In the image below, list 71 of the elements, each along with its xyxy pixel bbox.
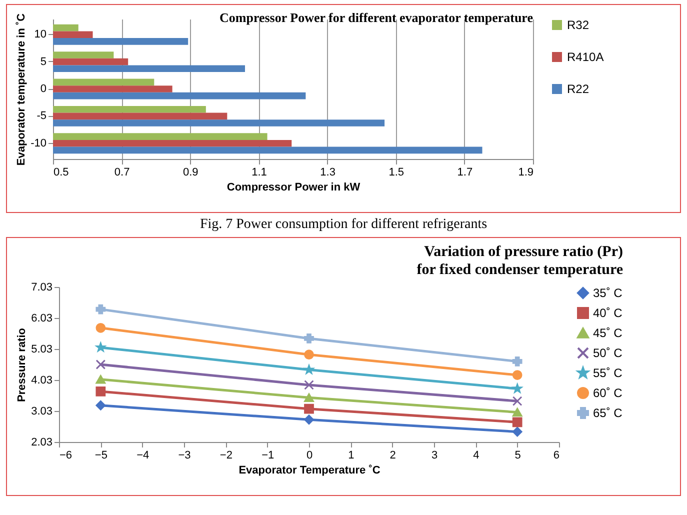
point xyxy=(96,360,106,370)
point xyxy=(304,380,314,390)
point xyxy=(304,350,314,360)
x-tick-label: 1.5 xyxy=(388,166,404,178)
legend-label: R22 xyxy=(567,82,590,96)
legend-label: 65˚ C xyxy=(593,406,623,420)
point xyxy=(304,393,314,402)
caption: Fig. 7 Power consumption for different refrigerants xyxy=(198,217,488,233)
x-tick-label: 1.9 xyxy=(518,166,534,178)
y-tick-label: 2.03 xyxy=(31,436,52,448)
x-tick-label: −4 xyxy=(136,450,150,462)
point xyxy=(304,414,314,425)
x-tick-label: 2 xyxy=(390,450,396,462)
legend-label: 45˚ C xyxy=(593,326,623,340)
y-tick-label: 6.03 xyxy=(31,312,52,324)
point xyxy=(512,417,522,428)
point xyxy=(304,334,314,344)
point xyxy=(96,322,106,333)
x-tick-label: 1.7 xyxy=(457,166,473,178)
y-tick-label: 5 xyxy=(40,56,46,68)
x-tick-label: −2 xyxy=(220,450,232,462)
y-axis-title: Evaporator temperature in ˚C xyxy=(16,13,28,166)
x-tick-label: 0.9 xyxy=(182,166,198,178)
x-tick-label: 0.7 xyxy=(114,166,130,178)
x-tick-label: 1.1 xyxy=(252,166,267,178)
point xyxy=(96,375,106,384)
legend-label: R32 xyxy=(567,18,590,32)
x-tick-label: 0 xyxy=(306,450,313,462)
point xyxy=(512,396,522,406)
point xyxy=(304,404,314,414)
point xyxy=(512,356,522,366)
x-tick-label: 5 xyxy=(514,450,521,462)
point xyxy=(96,386,106,396)
legend-label: R410A xyxy=(567,50,604,64)
point xyxy=(96,304,106,314)
x-axis-title: Evaporator Temperature ˚C xyxy=(238,464,380,476)
y-tick-label: 3.03 xyxy=(31,406,52,418)
y-tick-label: 7.03 xyxy=(31,282,52,294)
x-axis-title: Compressor Power in kW xyxy=(226,182,361,194)
y-tick-label: 0 xyxy=(40,83,46,95)
chart-title: Compressor Power for different evaporator temperature xyxy=(220,10,534,25)
x-tick-label: −1 xyxy=(262,450,274,462)
chart-title: Variation of pressure ratio (Pr) xyxy=(424,244,623,260)
x-tick-label: 4 xyxy=(473,450,480,462)
y-tick-label: 4.03 xyxy=(31,374,52,386)
x-tick-label: 1 xyxy=(348,450,354,462)
x-tick-label: −5 xyxy=(94,450,108,462)
chart-subtitle: for fixed condenser temperature xyxy=(416,262,624,278)
x-tick-label: −3 xyxy=(178,450,191,462)
legend-label: 55˚ C xyxy=(593,366,623,380)
point xyxy=(512,370,522,380)
point xyxy=(512,384,522,393)
x-tick-label: 0.5 xyxy=(54,166,69,178)
point xyxy=(512,426,522,437)
y-tick-label: -5 xyxy=(36,110,46,122)
legend-label: 60˚ C xyxy=(593,386,623,400)
point xyxy=(96,400,106,410)
point xyxy=(96,342,106,352)
x-tick-label: 3 xyxy=(431,450,438,462)
point xyxy=(304,364,314,374)
legend-label: 35˚ C xyxy=(593,286,623,300)
x-tick-label: 1.3 xyxy=(320,166,336,178)
point xyxy=(512,408,522,417)
y-tick-label: 5.03 xyxy=(31,344,52,356)
y-axis-title: Pressure ratio xyxy=(16,328,28,402)
y-tick-label: 10 xyxy=(34,28,46,41)
x-tick-label: 6 xyxy=(553,450,560,462)
legend-label: 50˚ C xyxy=(593,346,623,360)
x-tick-label: −6 xyxy=(60,450,72,462)
y-tick-label: -10 xyxy=(30,137,46,150)
legend-label: 40˚ C xyxy=(593,306,623,320)
